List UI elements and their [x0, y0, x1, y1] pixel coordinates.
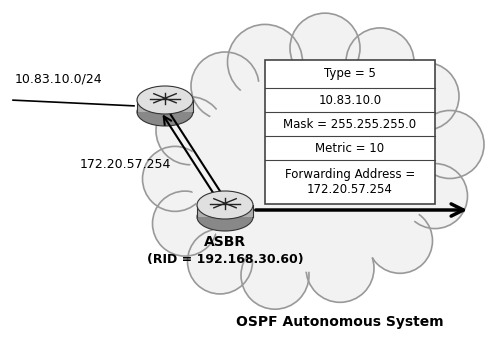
Circle shape: [402, 164, 468, 228]
Circle shape: [191, 52, 259, 120]
Text: Mask = 255.255.255.0: Mask = 255.255.255.0: [284, 118, 416, 130]
Ellipse shape: [197, 191, 253, 219]
Circle shape: [241, 241, 309, 309]
Ellipse shape: [197, 203, 253, 231]
Text: ASBR: ASBR: [204, 235, 246, 249]
Ellipse shape: [137, 86, 193, 114]
Text: 10.83.10.0: 10.83.10.0: [318, 94, 382, 107]
Circle shape: [142, 147, 208, 211]
Circle shape: [416, 110, 484, 179]
Bar: [265, 60, 435, 204]
Ellipse shape: [190, 72, 430, 272]
Ellipse shape: [137, 98, 193, 126]
Text: Type = 5: Type = 5: [324, 67, 376, 80]
Circle shape: [346, 28, 414, 96]
Text: Metric = 10: Metric = 10: [316, 141, 384, 154]
Polygon shape: [137, 100, 193, 112]
Circle shape: [290, 13, 360, 83]
Polygon shape: [197, 205, 253, 217]
Circle shape: [228, 24, 302, 99]
Circle shape: [391, 62, 459, 130]
Text: OSPF Autonomous System: OSPF Autonomous System: [236, 315, 444, 329]
Text: (RID = 192.168.30.60): (RID = 192.168.30.60): [146, 253, 304, 266]
Text: Forwarding Address =
172.20.57.254: Forwarding Address = 172.20.57.254: [285, 168, 415, 196]
Circle shape: [188, 229, 252, 294]
Text: 172.20.57.254: 172.20.57.254: [80, 158, 172, 171]
Text: 10.83.10.0/24: 10.83.10.0/24: [15, 72, 102, 85]
Circle shape: [368, 208, 432, 273]
Circle shape: [156, 97, 224, 165]
Circle shape: [306, 234, 374, 302]
Circle shape: [152, 191, 218, 256]
